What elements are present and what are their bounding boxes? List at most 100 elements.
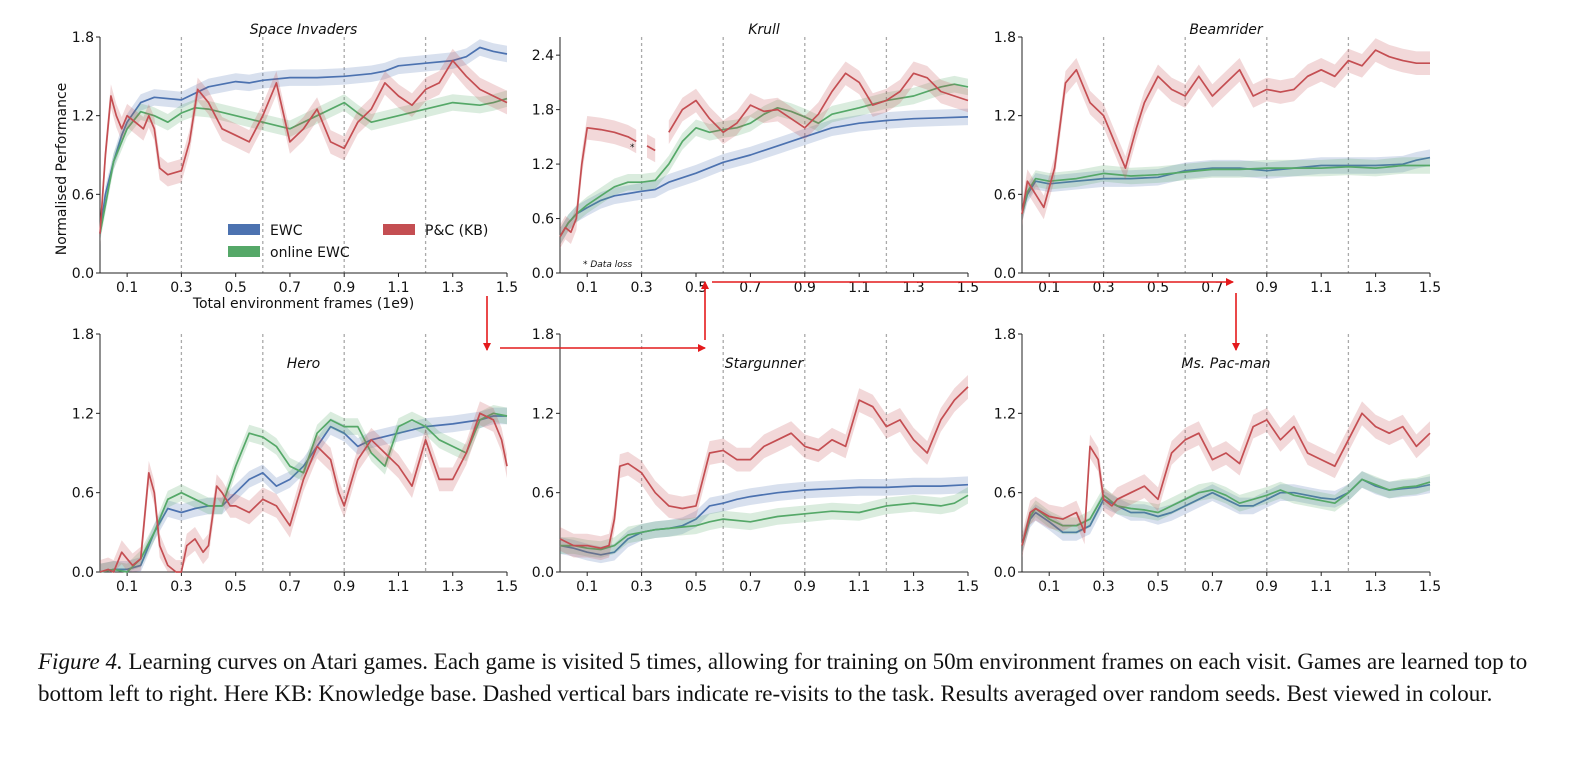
x-tick-label: 1.5 bbox=[496, 579, 518, 595]
series-band-online-ewc bbox=[1022, 157, 1430, 223]
y-tick-label: 1.8 bbox=[532, 327, 554, 343]
series-band-p-c-kb bbox=[1022, 38, 1430, 226]
x-tick-label: 0.1 bbox=[576, 280, 598, 296]
x-tick-label: 0.7 bbox=[1201, 579, 1223, 595]
x-tick-label: 1.1 bbox=[387, 579, 409, 595]
x-tick-label: 1.3 bbox=[442, 280, 464, 296]
y-tick-label: 0.0 bbox=[72, 266, 94, 282]
series-band-ewc bbox=[1022, 471, 1430, 554]
series-line-p-c-kb bbox=[1021, 412, 1431, 546]
series-line-ewc bbox=[99, 46, 508, 234]
panel-title: Ms. Pac-man bbox=[1181, 356, 1270, 372]
y-tick-label: 0.0 bbox=[994, 565, 1016, 581]
y-tick-label: 0.6 bbox=[994, 187, 1016, 203]
series-band-online-ewc bbox=[1022, 471, 1430, 554]
x-tick-label: 0.1 bbox=[576, 579, 598, 595]
x-tick-label: 0.5 bbox=[1147, 280, 1169, 296]
series-band-p-c-kb bbox=[668, 61, 968, 145]
caption-lead: Figure 4. bbox=[38, 649, 123, 674]
x-tick-label: 0.9 bbox=[1256, 579, 1278, 595]
series-band-p-c-kb bbox=[100, 401, 507, 572]
data-loss-note: * Data loss bbox=[583, 260, 632, 270]
y-tick-label: 1.2 bbox=[532, 406, 554, 422]
x-tick-label: 0.3 bbox=[170, 579, 192, 595]
panel-ms-pac-man: 0.1 0.3 0.5 0.7 0.9 1.1 1.3 1.5 0.0 0.6 1.2 1.8 Ms. … bbox=[994, 327, 1441, 595]
x-tick-label: 1.5 bbox=[1419, 579, 1441, 595]
legend-swatch-online-ewc bbox=[228, 246, 260, 257]
figure-caption: Figure 4. Learning curves on Atari games… bbox=[38, 646, 1538, 709]
x-tick-label: 0.7 bbox=[279, 280, 301, 296]
legend-label-online-ewc: online EWC bbox=[270, 245, 350, 261]
series-line-online-ewc bbox=[1021, 478, 1431, 546]
game-order-arrows bbox=[483, 278, 1240, 352]
series-band-online-ewc bbox=[560, 75, 968, 246]
series-band-online-ewc bbox=[560, 487, 968, 558]
y-tick-label: 1.2 bbox=[994, 109, 1016, 125]
x-tick-label: 0.9 bbox=[1256, 280, 1278, 296]
x-tick-label: 0.3 bbox=[170, 280, 192, 296]
y-tick-label: 1.8 bbox=[532, 103, 554, 119]
x-tick-label: 0.9 bbox=[333, 280, 355, 296]
x-tick-label: 0.1 bbox=[1038, 579, 1060, 595]
x-tick-label: 0.1 bbox=[116, 579, 138, 595]
legend: EWC online EWC P&C (KB) bbox=[228, 223, 488, 261]
y-tick-label: 0.6 bbox=[72, 187, 94, 203]
panel-hero: 0.1 0.3 0.5 0.7 0.9 1.1 1.3 1.5 0.0 0.6 1.2 1.8 Hero bbox=[72, 327, 518, 595]
y-tick-label: 1.2 bbox=[72, 406, 94, 422]
series-band-p-c-kb bbox=[560, 375, 968, 561]
panel-title: Krull bbox=[748, 22, 780, 38]
panel-title: Beamrider bbox=[1189, 22, 1264, 38]
series-line-online-ewc bbox=[99, 97, 508, 234]
x-tick-label: 0.9 bbox=[794, 280, 816, 296]
y-tick-label: 1.8 bbox=[72, 327, 94, 343]
x-tick-label: 1.3 bbox=[442, 579, 464, 595]
x-tick-label: 1.5 bbox=[957, 579, 979, 595]
y-tick-label: 1.8 bbox=[994, 30, 1016, 46]
y-tick-label: 0.6 bbox=[72, 486, 94, 502]
x-tick-label: 0.3 bbox=[630, 579, 652, 595]
x-axis-label: Total environment frames (1e9) bbox=[192, 296, 414, 312]
y-tick-label: 0.6 bbox=[532, 212, 554, 228]
x-tick-label: 0.7 bbox=[739, 280, 761, 296]
x-tick-label: 0.7 bbox=[1201, 280, 1223, 296]
x-tick-label: 0.5 bbox=[685, 579, 707, 595]
y-tick-label: 1.2 bbox=[994, 406, 1016, 422]
x-tick-label: 0.5 bbox=[685, 280, 707, 296]
x-tick-label: 0.1 bbox=[1038, 280, 1060, 296]
x-tick-label: 0.3 bbox=[1092, 579, 1114, 595]
y-axis-label: Normalised Performance bbox=[54, 83, 70, 256]
series-line-ewc bbox=[559, 483, 969, 556]
series-band-online-ewc bbox=[100, 90, 507, 242]
x-tick-label: 0.5 bbox=[1147, 579, 1169, 595]
y-tick-label: 1.8 bbox=[994, 327, 1016, 343]
x-tick-label: 1.1 bbox=[387, 280, 409, 296]
series-line-p-c-kb bbox=[99, 59, 508, 234]
panel-krull: 0.1 0.3 0.5 0.7 0.9 1.1 1.3 1.5 0.0 0.6 1.2 1.8 2.4 K… bbox=[532, 22, 979, 296]
x-tick-label: 1.1 bbox=[1310, 579, 1332, 595]
legend-swatch-ewc bbox=[228, 224, 260, 235]
y-tick-label: 0.6 bbox=[532, 486, 554, 502]
figure-canvas: 0.1 0.3 0.5 0.7 0.9 1.1 1.3 1.5 0.0 0.6 1.2 1.8 Spac… bbox=[54, 22, 1441, 595]
series-line-ewc bbox=[559, 116, 969, 238]
x-tick-label: 0.1 bbox=[116, 280, 138, 296]
data-loss-marker: * bbox=[630, 143, 635, 153]
series-line-p-c-kb bbox=[646, 145, 656, 152]
panel-title: Stargunner bbox=[725, 356, 805, 372]
series-line-p-c-kb bbox=[99, 412, 508, 573]
series-line-online-ewc bbox=[1021, 164, 1430, 215]
series-band-p-c-kb bbox=[560, 116, 637, 249]
x-tick-label: 1.3 bbox=[1364, 579, 1386, 595]
x-tick-label: 1.5 bbox=[496, 280, 518, 296]
series-band-ewc bbox=[560, 108, 968, 245]
caption-text: Learning curves on Atari games. Each gam… bbox=[38, 649, 1528, 706]
series-band-p-c-kb bbox=[100, 48, 507, 246]
x-tick-label: 1.3 bbox=[902, 280, 924, 296]
x-tick-label: 1.1 bbox=[848, 579, 870, 595]
x-tick-label: 0.7 bbox=[279, 579, 301, 595]
x-tick-label: 1.5 bbox=[957, 280, 979, 296]
series-line-p-c-kb bbox=[559, 386, 969, 550]
panel-beamrider: 0.1 0.3 0.5 0.7 0.9 1.1 1.3 1.5 0.0 0.6 1.2 1.8 Beam… bbox=[994, 22, 1441, 296]
series-line-ewc bbox=[99, 415, 507, 573]
series-band-ewc bbox=[100, 407, 507, 572]
legend-swatch-p-c-kb bbox=[383, 224, 415, 235]
